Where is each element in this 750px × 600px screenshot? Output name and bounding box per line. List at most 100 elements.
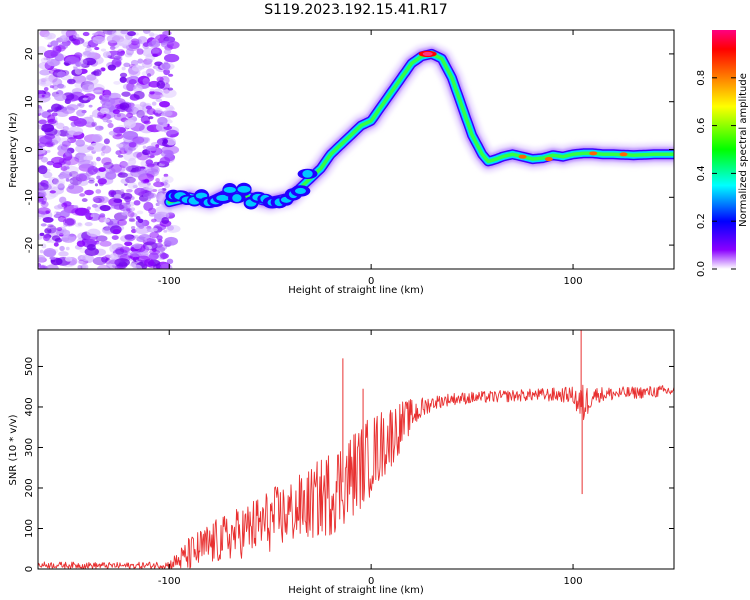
noise-blob [103, 161, 114, 169]
noise-blob [43, 33, 53, 40]
noise-blob [112, 229, 121, 235]
noise-blob [132, 136, 145, 144]
noise-blob [143, 120, 151, 125]
noise-blob [138, 181, 144, 185]
noise-blob [60, 144, 70, 151]
noise-blob [146, 58, 153, 63]
noise-blob [82, 97, 88, 101]
noise-blob [115, 150, 122, 156]
noise-blob [64, 62, 70, 67]
snr-y-axis-label: SNR (10 * v/v) [8, 414, 19, 485]
noise-blob [103, 226, 112, 234]
noise-blob [107, 64, 117, 71]
noise-blob [136, 210, 144, 215]
noise-blob [145, 159, 154, 166]
noise-blob [38, 124, 43, 130]
noise-blob [107, 122, 114, 129]
snr-panel: -100 0 100 0 100 200 300 400 500 Height of strai… [8, 329, 675, 596]
ridge-peak-center [422, 51, 433, 56]
spectrogram-x-axis-label: Height of straight line (km) [288, 285, 424, 296]
noise-blob [143, 192, 157, 199]
noise-blob [88, 104, 93, 108]
noise-blob [160, 263, 173, 269]
noise-blob [40, 201, 49, 208]
noise-blob [38, 146, 46, 155]
noise-blob [125, 165, 133, 171]
noise-blob [38, 46, 47, 55]
noise-blob [123, 62, 131, 68]
noise-blob [146, 145, 156, 151]
noise-blob [166, 137, 177, 146]
noise-blob [54, 93, 67, 102]
noise-blob [53, 242, 59, 247]
noise-blob [130, 196, 135, 200]
noise-blob [57, 183, 65, 191]
noise-blob [155, 177, 160, 183]
noise-blob [43, 57, 49, 61]
noise-blob [126, 189, 133, 193]
noise-blob [108, 93, 119, 99]
snr-y-tick-label: 400 [24, 397, 35, 416]
noise-blob [69, 171, 79, 178]
noise-blob [146, 237, 157, 243]
noise-blob [59, 245, 65, 251]
noise-blob [84, 212, 91, 218]
noise-blob [82, 51, 92, 56]
noise-blob [87, 96, 95, 101]
noise-blob [58, 174, 65, 180]
noise-blob [149, 88, 155, 92]
noise-blob [164, 236, 179, 246]
noise-blob [116, 143, 124, 148]
ridge-tail-hotspot [544, 157, 553, 162]
colorbar-tick-label: 0.6 [696, 118, 707, 134]
noise-blob [49, 85, 55, 89]
noise-blob [96, 156, 101, 162]
noise-blob [113, 55, 122, 60]
noise-blob [115, 56, 123, 62]
noise-blob [38, 264, 48, 269]
noise-blob [77, 222, 82, 226]
noise-blob [86, 228, 101, 237]
noise-blob [107, 55, 112, 59]
noise-blob [61, 106, 76, 114]
noise-blob [109, 45, 116, 50]
noise-blob [91, 134, 103, 143]
noise-blob [95, 125, 104, 131]
noise-blob [94, 198, 99, 203]
noise-blob [84, 47, 92, 52]
noise-blob [119, 76, 127, 83]
noise-blob [113, 80, 121, 85]
snr-ticks: -100 0 100 0 100 200 300 400 500 [24, 330, 674, 587]
noise-blob [130, 59, 139, 67]
noise-blob [75, 172, 91, 182]
noise-blob [125, 165, 139, 173]
noise-blob [123, 152, 137, 162]
noise-blob [73, 204, 79, 209]
noise-blob [141, 61, 153, 68]
ridge-tail-hotspot [589, 151, 598, 156]
noise-blob [109, 253, 118, 260]
noise-blob [81, 63, 90, 69]
noise-blob [38, 93, 51, 103]
noise-blob [58, 251, 69, 257]
noise-blob [103, 138, 110, 145]
noise-blob [45, 141, 56, 148]
noise-blob [61, 202, 68, 208]
noise-blob [92, 35, 106, 45]
noise-blob [163, 173, 169, 178]
noise-blob [167, 87, 174, 91]
colorbar-ticks: 0.0 0.2 0.4 0.6 0.8 [696, 70, 736, 277]
noise-blob [92, 203, 98, 208]
noise-blob [163, 229, 168, 233]
noise-blob [60, 166, 68, 171]
noise-blob [100, 48, 107, 52]
noise-blob [132, 264, 143, 269]
noise-blob [88, 177, 95, 182]
noise-blob [42, 217, 54, 223]
noise-blob [40, 123, 55, 133]
noise-blob [65, 256, 73, 262]
colorbar-gradient [712, 30, 736, 269]
noise-blob [117, 154, 124, 158]
noise-blob [158, 100, 170, 108]
